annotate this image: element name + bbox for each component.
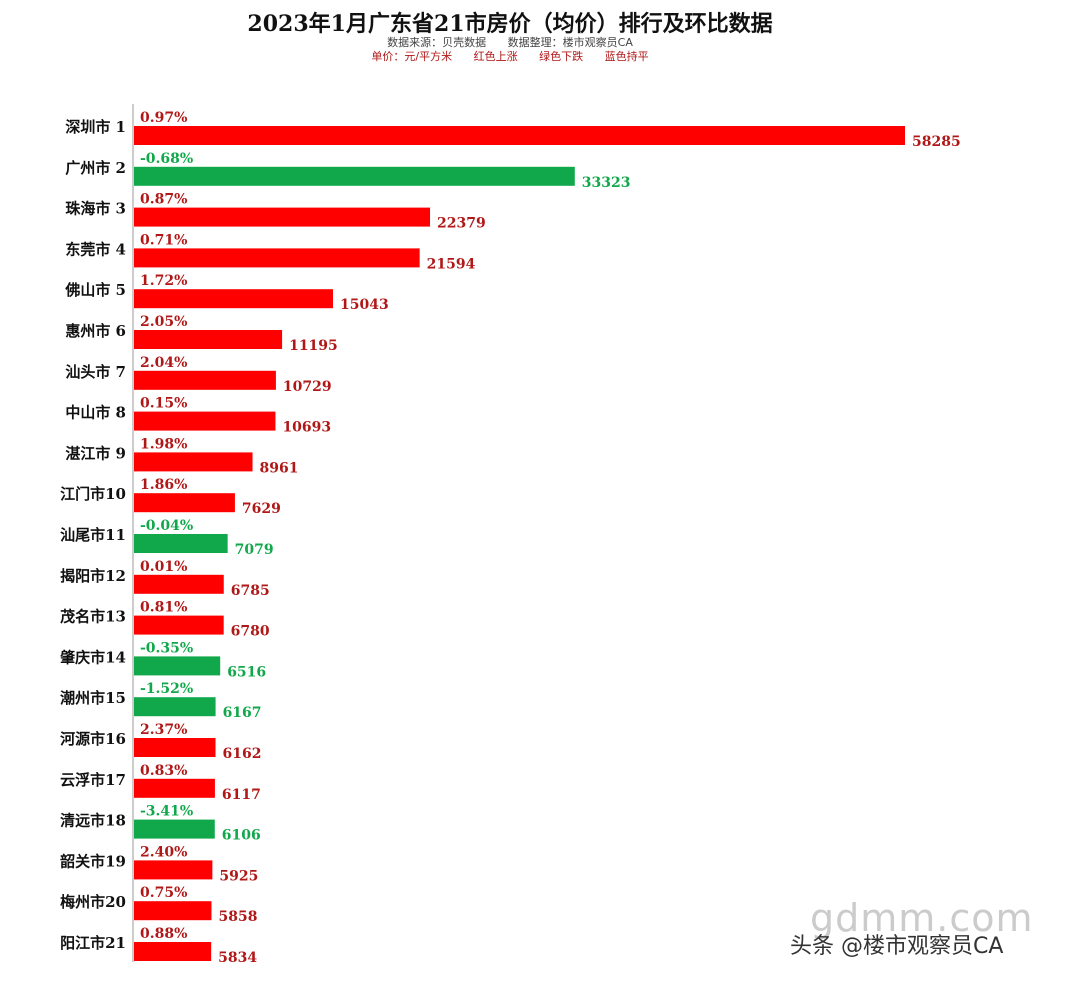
category-label: 潮州市15	[60, 689, 126, 707]
chart-title: 2023年1月广东省21市房价（均价）排行及环比数据	[247, 11, 773, 37]
mom-change-label: -0.35%	[140, 640, 193, 656]
chart-legend-note: 单价：元/平方米 红色上涨 绿色下跌 蓝色持平	[371, 50, 649, 63]
mom-change-label: -0.68%	[140, 151, 193, 167]
mom-change-label: 1.86%	[140, 477, 187, 493]
value-label: 5834	[218, 950, 257, 966]
mom-change-label: -3.41%	[140, 804, 193, 820]
bar	[134, 901, 212, 921]
category-label: 珠海市 3	[65, 200, 126, 218]
bar	[134, 248, 420, 268]
category-label: 揭阳市12	[60, 567, 126, 585]
bars-group: 深圳市 1 0.97% 58285 广州市 2 -0.68% 33323 珠海市 3 0.87…	[59, 110, 961, 966]
mom-change-label: 2.05%	[140, 314, 187, 330]
bar	[134, 126, 905, 145]
value-label: 58285	[912, 134, 961, 150]
bar	[134, 574, 224, 594]
mom-change-label: 1.98%	[140, 436, 187, 452]
mom-change-label: 2.04%	[140, 355, 187, 371]
chart-source-note: 数据来源：贝壳数据 数据整理：楼市观察员CA	[387, 36, 633, 49]
category-label: 茂名市13	[60, 608, 126, 626]
mom-change-label: 0.83%	[140, 763, 187, 779]
value-label: 15043	[340, 297, 389, 313]
mom-change-label: 1.72%	[140, 273, 187, 289]
category-label: 肇庆市14	[59, 648, 126, 666]
category-label: 惠州市 6	[65, 322, 126, 340]
value-label: 5925	[219, 868, 258, 884]
value-label: 11195	[289, 338, 338, 354]
mom-change-label: 0.15%	[140, 396, 187, 412]
value-label: 6780	[231, 624, 270, 640]
category-label: 韶关市19	[60, 852, 126, 870]
bar	[134, 778, 215, 798]
category-label: 中山市 8	[65, 404, 126, 422]
value-label: 5858	[218, 909, 257, 925]
value-label: 22379	[437, 216, 486, 232]
mom-change-label: 0.75%	[140, 885, 187, 901]
mom-change-label: 2.37%	[140, 722, 187, 738]
bar	[134, 289, 333, 309]
value-label: 6167	[223, 705, 262, 721]
mom-change-label: 0.88%	[140, 926, 187, 942]
value-label: 6117	[222, 787, 261, 803]
value-label: 6516	[227, 664, 266, 680]
value-label: 10729	[283, 379, 332, 395]
mom-change-label: 0.81%	[140, 600, 187, 616]
bar	[134, 738, 216, 757]
category-label: 佛山市 5	[64, 281, 126, 299]
bar	[134, 615, 224, 635]
bar	[134, 860, 213, 880]
category-label: 云浮市17	[60, 771, 126, 789]
watermark-author: 头条 @楼市观察员CA	[790, 934, 1004, 959]
bar	[134, 493, 235, 513]
bar	[134, 330, 283, 349]
category-label: 河源市16	[60, 730, 126, 748]
category-label: 广州市 2	[65, 159, 126, 177]
bar	[134, 370, 276, 390]
mom-change-label: 2.40%	[140, 844, 187, 860]
value-label: 6785	[231, 583, 270, 599]
mom-change-label: 0.97%	[140, 110, 187, 126]
value-label: 33323	[582, 175, 631, 191]
value-label: 7079	[235, 542, 274, 558]
bar	[134, 656, 221, 676]
value-label: 6106	[222, 828, 261, 844]
value-label: 7629	[242, 501, 281, 517]
category-label: 阳江市21	[60, 934, 126, 952]
category-label: 江门市10	[60, 485, 126, 503]
category-label: 东莞市 4	[65, 240, 126, 258]
bar	[134, 166, 575, 186]
mom-change-label: 0.01%	[140, 559, 187, 575]
category-label: 汕尾市11	[60, 526, 126, 544]
category-label: 清远市18	[60, 812, 126, 830]
value-label: 10693	[282, 420, 331, 436]
bar	[134, 411, 276, 431]
bar	[134, 942, 212, 961]
bar	[134, 207, 431, 227]
bar	[134, 534, 228, 553]
bar	[134, 697, 216, 717]
value-label: 21594	[427, 256, 476, 272]
bar	[134, 452, 253, 472]
category-label: 梅州市20	[60, 893, 126, 911]
category-label: 深圳市 1	[65, 118, 126, 136]
value-label: 8961	[260, 460, 299, 476]
mom-change-label: 0.87%	[140, 192, 187, 208]
mom-change-label: 0.71%	[140, 232, 187, 248]
mom-change-label: -1.52%	[140, 681, 193, 697]
category-label: 湛江市 9	[65, 444, 126, 462]
mom-change-label: -0.04%	[140, 518, 193, 534]
value-label: 6162	[223, 746, 262, 762]
category-label: 汕头市 7	[65, 363, 126, 381]
bar	[134, 819, 215, 839]
watermark-site: gdmm.com	[810, 896, 1034, 940]
